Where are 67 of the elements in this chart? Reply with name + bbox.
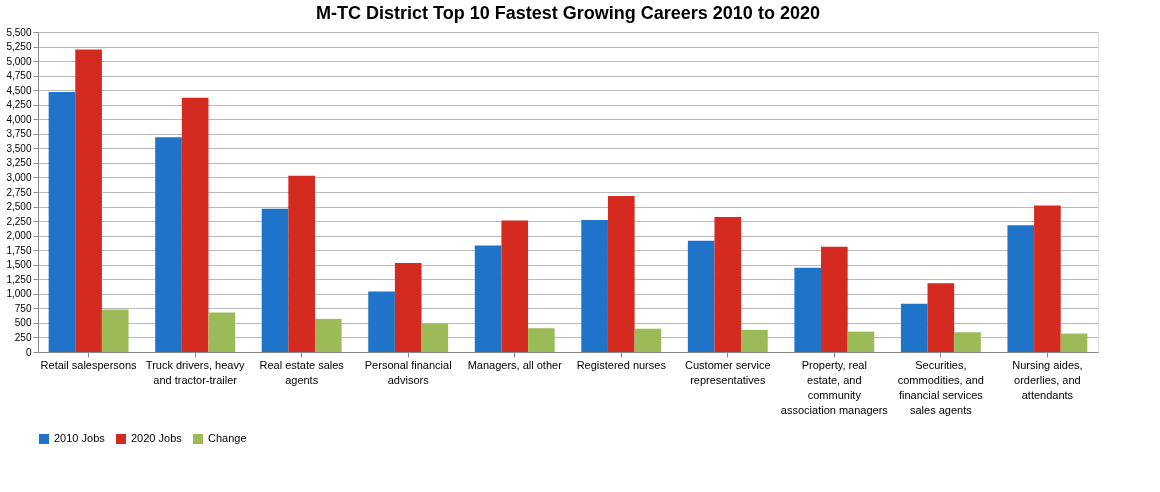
bar — [474, 245, 502, 352]
y-tick-label: 5,000 — [6, 55, 32, 67]
y-tick-label: 4,500 — [6, 84, 32, 96]
y-tick-label: 2,000 — [6, 230, 32, 242]
y-tick-label: 4,750 — [6, 70, 32, 82]
y-tick-label: 4,000 — [6, 113, 32, 125]
bar — [741, 329, 768, 352]
bar — [101, 309, 129, 352]
y-tick-label: 500 — [14, 317, 32, 329]
bar — [48, 91, 76, 352]
bar — [634, 328, 662, 352]
y-tick-label: 3,750 — [6, 128, 32, 140]
x-tick-label: Securities, commodities, and financial services sales agents — [897, 358, 984, 416]
y-tick-label: 1,500 — [6, 259, 32, 271]
bar — [607, 196, 635, 352]
y-tick-label: 2,750 — [6, 186, 32, 198]
bar — [261, 208, 289, 352]
bar — [794, 267, 822, 352]
y-tick-label: 2,250 — [6, 215, 32, 227]
y-tick-label: 250 — [14, 331, 32, 343]
bar — [528, 328, 555, 352]
bar — [288, 175, 315, 352]
x-tick-label: Registered nurses — [576, 358, 667, 371]
bar — [714, 217, 742, 352]
x-tick-label: Real estate sales agents — [259, 358, 345, 386]
bar — [821, 246, 848, 352]
bar — [1007, 225, 1035, 352]
bar — [421, 323, 449, 352]
bar — [581, 219, 608, 352]
bar — [155, 137, 182, 352]
y-tick-label: 750 — [14, 302, 32, 314]
chart-title: M-TC District Top 10 Fastest Growing Careers 2010 to 2020 — [316, 3, 820, 23]
y-tick-label: 0 — [25, 346, 32, 358]
bar — [900, 303, 928, 352]
bar — [314, 318, 342, 352]
bar — [501, 220, 529, 352]
legend-label: Change — [208, 432, 247, 444]
bar — [687, 240, 715, 352]
y-tick-label: 3,500 — [6, 142, 32, 154]
bar — [1060, 333, 1088, 352]
y-tick-label: 3,000 — [6, 171, 32, 183]
x-tick-label: Customer service representatives — [685, 358, 771, 386]
bar — [954, 332, 981, 352]
bar — [1034, 205, 1061, 352]
bar — [847, 331, 875, 352]
bar — [927, 283, 955, 352]
legend-label: 2020 Jobs — [131, 432, 183, 444]
y-tick-label: 5,500 — [6, 26, 32, 38]
bar — [208, 312, 236, 352]
x-tick-label: Nursing aides, orderlies, and attendants — [1012, 358, 1083, 401]
x-tick-label: Truck drivers, heavy and tractor-trailer — [145, 358, 245, 386]
bar — [181, 97, 209, 352]
y-tick-label: 3,250 — [6, 157, 32, 169]
legend-label: 2010 Jobs — [54, 432, 106, 444]
bar — [75, 49, 102, 352]
y-tick-label: 1,750 — [6, 244, 32, 256]
bar — [368, 291, 395, 352]
x-tick-label: Property, real estate, and community association managers — [780, 358, 889, 416]
bar — [394, 262, 422, 352]
x-tick-label: Retail salespersons — [40, 358, 138, 371]
y-tick-label: 1,250 — [6, 273, 32, 285]
y-tick-label: 2,500 — [6, 201, 32, 213]
y-tick-label: 4,250 — [6, 99, 32, 111]
x-tick-label: Managers, all other — [467, 358, 563, 371]
y-tick-label: 1,000 — [6, 288, 32, 300]
y-tick-label: 5,250 — [6, 41, 32, 53]
x-tick-label: Personal financial advisors — [364, 358, 452, 386]
